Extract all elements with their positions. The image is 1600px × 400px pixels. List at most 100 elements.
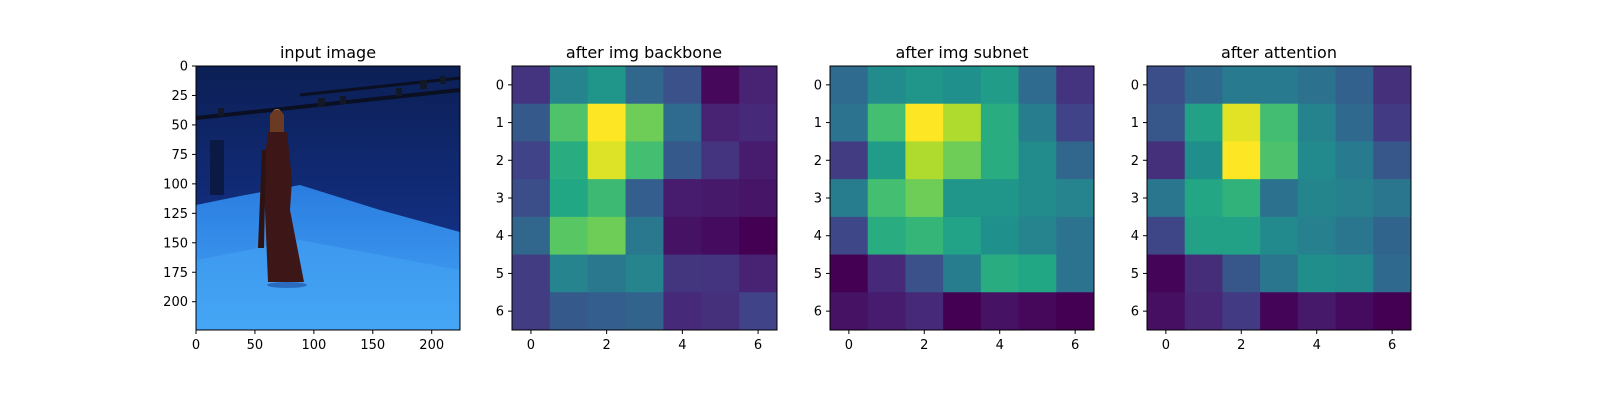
- heatmap-cell: [1222, 292, 1261, 331]
- heatmap-cell: [512, 103, 551, 142]
- input-xtick-label: 50: [247, 338, 264, 353]
- photo-cameras: [218, 76, 446, 116]
- heatmap-cell: [1373, 141, 1412, 180]
- input-ytick-label: 150: [163, 236, 188, 251]
- heatmap-cell: [1184, 66, 1223, 105]
- input-xtick-label: 0: [192, 338, 200, 353]
- heatmap-cell: [1297, 141, 1337, 180]
- heatmap-cell: [1184, 216, 1223, 256]
- heatmap-cell: [1297, 216, 1337, 256]
- heatmap-cell: [1373, 254, 1412, 293]
- heatmap-cell: [1222, 103, 1261, 142]
- heatmap-cell: [1018, 254, 1057, 293]
- heatmap-cell: [1056, 66, 1095, 105]
- heatmap-cell: [867, 103, 906, 142]
- heatmap-cell: [1335, 103, 1374, 142]
- heatmap2-ytick-label: 3: [814, 192, 822, 207]
- heatmap-cell: [587, 216, 627, 256]
- heatmap-cell: [1222, 66, 1261, 105]
- heatmap-cell: [980, 292, 1020, 331]
- heatmap-cell: [1335, 216, 1374, 256]
- heatmap-cell: [1260, 66, 1299, 105]
- heatmap-cell: [739, 216, 778, 256]
- input-ytick-label: 200: [163, 295, 188, 310]
- heatmap-cell: [663, 66, 702, 105]
- photo-person-hair: [270, 109, 284, 132]
- heatmap3-xtick-label: 4: [1313, 338, 1321, 353]
- heatmap-cell: [1373, 179, 1412, 218]
- heatmap1-xtick-label: 2: [603, 338, 611, 353]
- input-xtick-label: 100: [301, 338, 326, 353]
- heatmap-cell: [549, 216, 589, 256]
- heatmap-cell: [1147, 103, 1186, 142]
- heatmap-cell: [1018, 141, 1057, 180]
- photo-person-dress: [262, 132, 304, 282]
- heatmap-cell: [512, 216, 551, 256]
- ticks-subnet: 0 2 4 6 0 1 2 3 4 5 6: [814, 78, 1080, 353]
- heatmap-cell: [625, 66, 664, 105]
- input-ytick-label: 175: [163, 266, 188, 281]
- heatmap-cell: [1222, 141, 1261, 180]
- heatmap-after-img-backbone: [512, 66, 778, 331]
- heatmap-cell: [701, 254, 740, 293]
- heatmap-cell: [830, 292, 869, 331]
- heatmap-cell: [549, 66, 589, 105]
- heatmap-cell: [663, 179, 702, 218]
- heatmap3-ytick-label: 1: [1131, 116, 1139, 131]
- heatmap2-ytick-label: 2: [814, 154, 822, 169]
- heatmap-cell: [663, 103, 702, 142]
- heatmap-cell: [701, 179, 740, 218]
- heatmap-cell: [625, 292, 664, 331]
- heatmap-cell: [663, 292, 702, 331]
- heatmap-cell: [867, 66, 906, 105]
- heatmap-cell: [512, 254, 551, 293]
- heatmap-cell: [1222, 254, 1261, 293]
- heatmap-cell: [943, 292, 982, 331]
- heatmap-cell: [1335, 292, 1374, 331]
- heatmap-cell: [587, 292, 627, 331]
- heatmap1-xtick-label: 0: [527, 338, 535, 353]
- heatmap-cell: [587, 141, 627, 180]
- heatmap1-xtick-label: 4: [678, 338, 686, 353]
- heatmap-cell: [587, 103, 627, 142]
- heatmap-cell: [701, 216, 740, 256]
- axes-frame-input: [195, 65, 461, 331]
- heatmap-cell: [1260, 179, 1299, 218]
- heatmap1-ytick-label: 1: [496, 116, 504, 131]
- heatmap2-xtick-label: 2: [920, 338, 928, 353]
- heatmap-cell: [701, 141, 740, 180]
- heatmap-cell: [943, 103, 982, 142]
- heatmap-cell: [905, 66, 944, 105]
- heatmap-cell: [1018, 292, 1057, 331]
- heatmap-cell: [1260, 216, 1299, 256]
- heatmap1-ytick-label: 2: [496, 154, 504, 169]
- heatmap-cell: [943, 254, 982, 293]
- heatmap2-xtick-label: 0: [845, 338, 853, 353]
- heatmap-cell: [1184, 141, 1223, 180]
- panel-after-attention: after attention 0 2 4 6 0 1 2 3 4 5 6: [1131, 43, 1412, 353]
- heatmap-after-img-subnet: [830, 66, 1095, 331]
- heatmap-cell: [830, 66, 869, 105]
- heatmap-cell: [625, 141, 664, 180]
- heatmap-cell: [1147, 141, 1186, 180]
- heatmap-cell: [867, 254, 906, 293]
- heatmap2-xtick-label: 4: [996, 338, 1004, 353]
- heatmap-cell: [625, 103, 664, 142]
- heatmap-cell: [1297, 66, 1337, 105]
- heatmap-cell: [739, 292, 778, 331]
- input-ytick-label: 125: [163, 207, 188, 222]
- heatmap-cell: [867, 216, 906, 256]
- heatmap-cell: [1260, 141, 1299, 180]
- heatmap-cell: [1056, 292, 1095, 331]
- photo-person: [258, 109, 307, 288]
- heatmap2-ytick-label: 0: [814, 78, 822, 93]
- heatmap-cell: [1184, 292, 1223, 331]
- heatmap-cell: [943, 179, 982, 218]
- heatmap3-ytick-label: 4: [1131, 229, 1139, 244]
- heatmap-cell: [1373, 216, 1412, 256]
- heatmap1-ytick-label: 5: [496, 267, 504, 282]
- title-input-image: input image: [280, 43, 376, 62]
- heatmap-cell: [1184, 103, 1223, 142]
- ticks-backbone: 0 2 4 6 0 1 2 3 4 5 6: [496, 78, 762, 353]
- heatmap-cell: [587, 66, 627, 105]
